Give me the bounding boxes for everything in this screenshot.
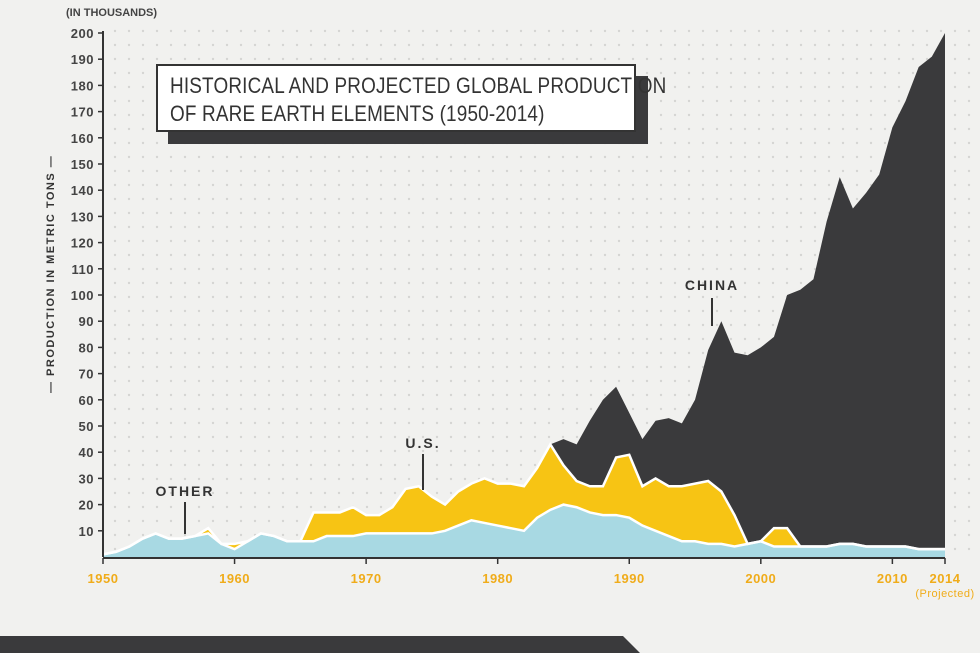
annotation-us: U.S. — [405, 435, 440, 451]
chart-title-line-1: HISTORICAL AND PROJECTED GLOBAL PRODUCTI… — [170, 73, 667, 98]
x-tick-label: 1990 — [614, 571, 645, 586]
area-china — [103, 33, 945, 555]
x-tick-label: 1980 — [482, 571, 513, 586]
series-boundary-line — [102, 441, 945, 556]
area-us — [103, 444, 945, 555]
y-tick-label: 80 — [79, 340, 94, 355]
y-tick-label: 20 — [79, 498, 94, 513]
y-tick-label: 60 — [79, 393, 94, 408]
chart-title-line-2: OF RARE EARTH ELEMENTS (1950-2014) — [170, 101, 545, 126]
y-tick-label: 120 — [71, 236, 94, 251]
y-tick-label: 140 — [71, 183, 94, 198]
y-tick-label: 110 — [72, 262, 94, 277]
y-tick-label: 160 — [71, 131, 94, 146]
y-tick-label: 90 — [79, 314, 94, 329]
y-tick-label: 50 — [79, 419, 94, 434]
annotation-other: OTHER — [156, 483, 215, 499]
x-tick-label: 1970 — [351, 571, 382, 586]
annotation-china: CHINA — [685, 277, 739, 293]
y-tick-label: 130 — [71, 209, 94, 224]
y-tick-label: 180 — [71, 78, 94, 93]
x-tick-label: 1960 — [219, 571, 250, 586]
y-tick-label: 100 — [71, 288, 94, 303]
y-tick-label: 190 — [71, 52, 94, 67]
x-tick-label: 2000 — [745, 571, 776, 586]
y-tick-label: 70 — [79, 367, 94, 382]
x-tick-label: 2014 — [930, 571, 961, 586]
chart-title-box: HISTORICAL AND PROJECTED GLOBAL PRODUCTI… — [156, 64, 667, 132]
x-tick-label: 1950 — [88, 571, 119, 586]
y-tick-label: 40 — [79, 445, 94, 460]
x-projected-note: (Projected) — [915, 588, 974, 600]
y-tick-label: 200 — [71, 26, 94, 41]
y-tick-label: 10 — [79, 524, 94, 539]
x-tick-label: 2010 — [877, 571, 908, 586]
y-tick-label: 170 — [71, 105, 94, 120]
y-tick-label: 30 — [79, 471, 94, 486]
y-tick-label: 150 — [71, 157, 94, 172]
bottom-decorative-bar — [0, 636, 640, 653]
y-unit-label: (IN THOUSANDS) — [66, 7, 158, 19]
